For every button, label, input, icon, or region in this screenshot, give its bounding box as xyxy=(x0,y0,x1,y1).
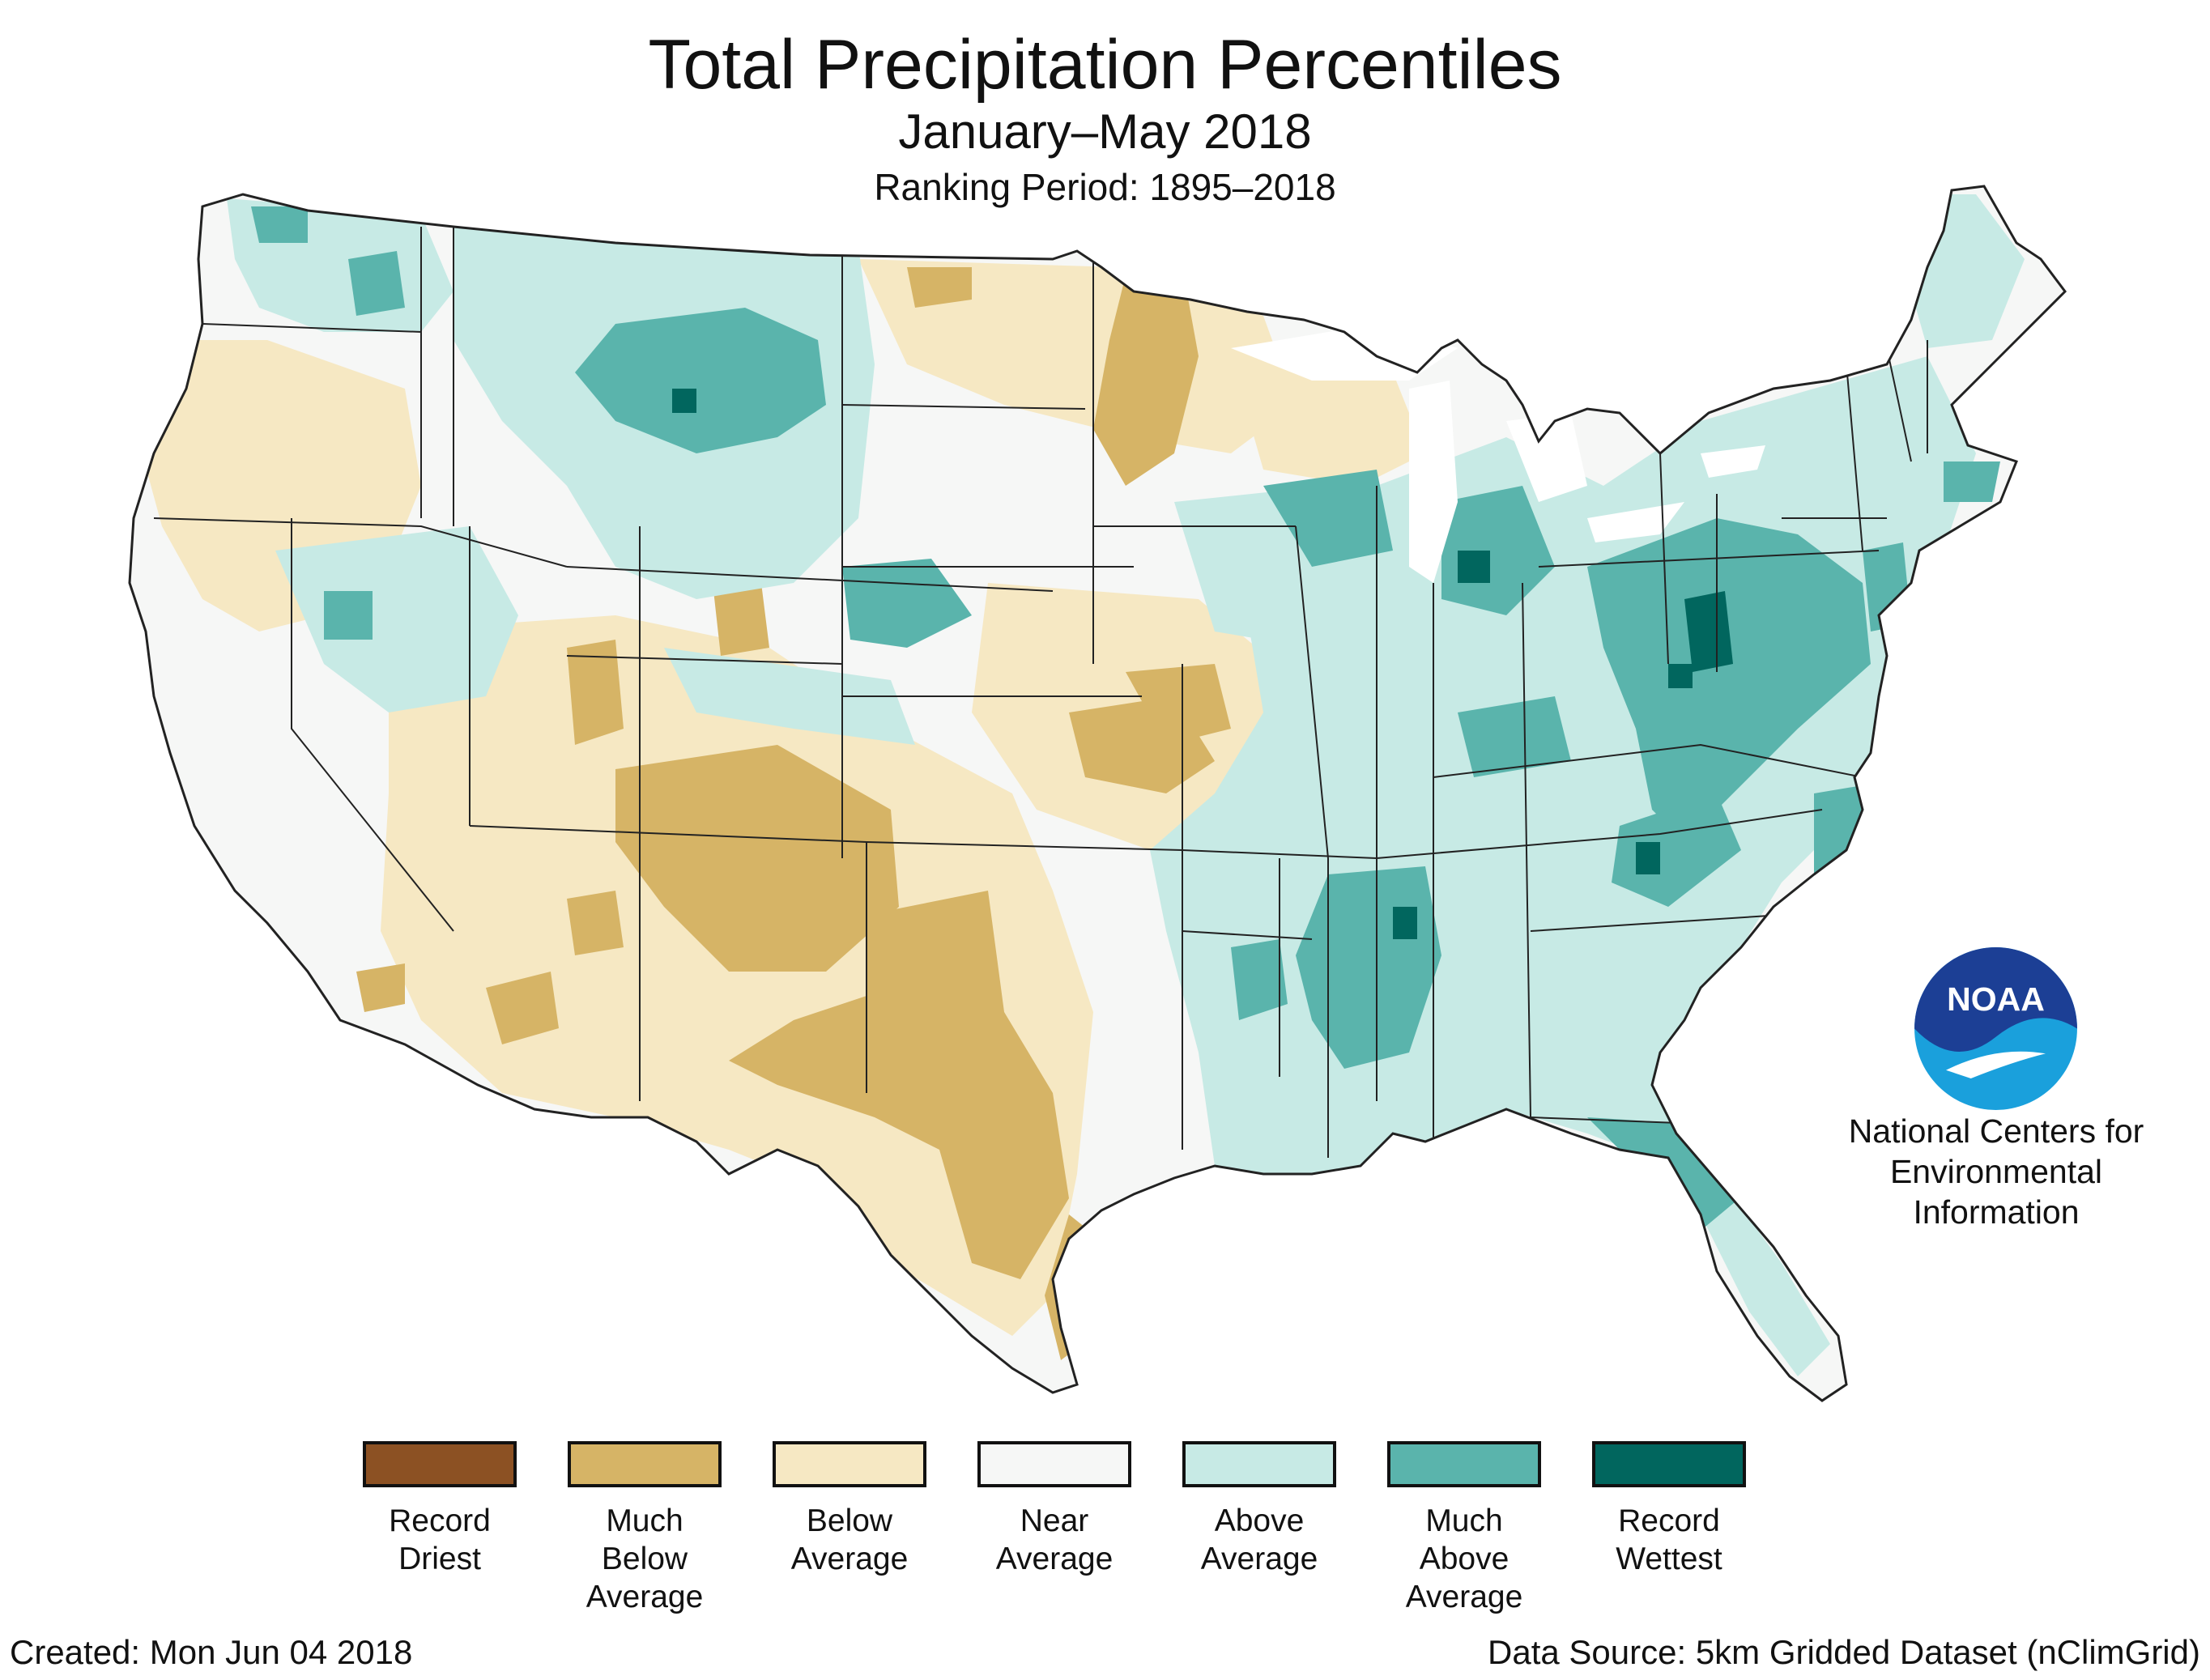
kentucky-much-above xyxy=(1458,696,1571,777)
colorado-much-below xyxy=(713,583,769,656)
precipitation-map xyxy=(128,185,2067,1402)
much-above-regions xyxy=(251,206,2000,1231)
legend-label-below: Below Average xyxy=(790,1503,909,1576)
tennessee-record-wettest xyxy=(1393,907,1417,939)
legend-label-above: Above Average xyxy=(1200,1503,1318,1576)
carolina-much-above xyxy=(1612,793,1741,907)
northern-idaho-much-above xyxy=(348,251,405,316)
legend-label-much-below: Much Below Average xyxy=(586,1503,704,1614)
legend-swatch-below xyxy=(773,1441,926,1487)
arizona-much-below-a xyxy=(567,891,624,955)
montana-record-wettest xyxy=(672,389,696,413)
legend-swatch-record-driest xyxy=(363,1441,517,1487)
page-subtitle: January–May 2018 xyxy=(898,104,1312,159)
southern-ca-much-below xyxy=(356,963,405,1012)
lake-erie xyxy=(1587,502,1684,542)
upper-midwest-below-region xyxy=(1231,356,1425,486)
data-source: Data Source: 5km Gridded Dataset (nClimG… xyxy=(1488,1633,2200,1671)
noaa-logo-icon: NOAA xyxy=(1914,947,2077,1110)
mid-atlantic-record-wettest xyxy=(1684,591,1733,672)
organization-name: National Centers for Environmental Infor… xyxy=(1848,1112,2144,1231)
logo-top-arc xyxy=(1914,947,2077,1052)
north-dakota-much-below xyxy=(907,267,972,308)
state-boundaries xyxy=(153,227,1928,1166)
colorado-above xyxy=(664,648,915,745)
wv-record-wettest xyxy=(1668,664,1693,688)
lake-huron xyxy=(1506,413,1587,502)
louisiana-much-above xyxy=(1231,939,1288,1020)
logo-text: NOAA xyxy=(1947,980,2045,1018)
west-texas-much-below xyxy=(729,891,1069,1279)
legend-swatch-much-below xyxy=(568,1441,722,1487)
page-title: Total Precipitation Percentiles xyxy=(648,26,1562,104)
created-date: Created: Mon Jun 04 2018 xyxy=(10,1633,413,1671)
utah-much-below xyxy=(567,640,624,745)
nc-record-wettest xyxy=(1636,842,1660,874)
wisconsin-much-above xyxy=(1263,470,1393,567)
ranking-period: Ranking Period: 1895–2018 xyxy=(874,166,1336,208)
legend-swatch-above xyxy=(1182,1441,1336,1487)
new-jersey-much-above xyxy=(1863,542,1911,632)
lake-michigan xyxy=(1409,381,1458,583)
legend-swatch-record-wettest xyxy=(1592,1441,1746,1487)
minnesota-much-below xyxy=(1093,267,1199,486)
ohio-valley-much-above xyxy=(1587,518,1871,842)
logo-bird-shape xyxy=(1946,1051,2046,1078)
nebraska-much-above xyxy=(842,559,972,648)
nevada-much-above xyxy=(324,591,373,640)
legend-label-much-above: Much Above Average xyxy=(1405,1503,1523,1614)
lake-ontario xyxy=(1701,445,1765,478)
great-basin-above xyxy=(275,526,518,712)
michigan-record-wettest xyxy=(1458,551,1490,583)
legend-swatch-much-above xyxy=(1387,1441,1541,1487)
legend-label-record-wettest: Record Wettest xyxy=(1616,1503,1722,1576)
legend-label-record-driest: Record Driest xyxy=(389,1503,491,1576)
arizona-much-below-b xyxy=(486,972,559,1044)
much-below-regions xyxy=(356,267,1231,1360)
montana-much-above xyxy=(575,308,826,453)
legend-label-near: Near Average xyxy=(995,1503,1114,1576)
washington-much-above xyxy=(251,206,308,243)
massachusetts-much-above xyxy=(1944,461,2000,502)
southwest-below-region xyxy=(381,615,1093,1336)
record-wettest-regions xyxy=(672,389,1733,939)
legend-swatch-near xyxy=(977,1441,1131,1487)
missouri-much-below xyxy=(1126,664,1231,745)
four-corners-much-below xyxy=(615,745,899,972)
